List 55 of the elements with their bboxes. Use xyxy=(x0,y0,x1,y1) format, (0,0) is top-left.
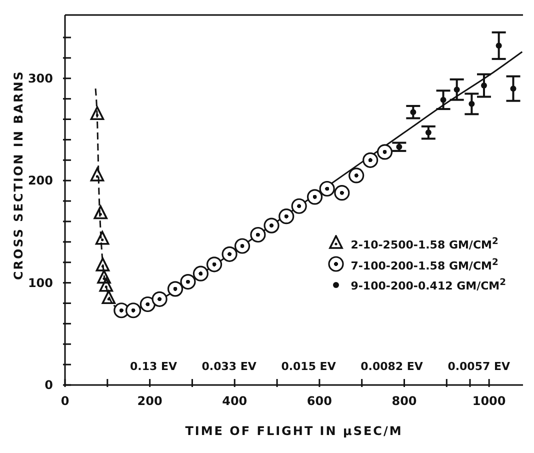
point xyxy=(291,198,307,214)
legend-label: 7-100-200-1.58 GM/CM$^{2}$ xyxy=(350,256,498,274)
point xyxy=(167,281,184,297)
point xyxy=(496,42,502,49)
point xyxy=(96,258,110,272)
x-tick-label: 400 xyxy=(222,394,248,408)
point xyxy=(180,274,196,290)
x-axis-title: TIME OF FLIGHT IN μSEC/M xyxy=(185,424,403,438)
point xyxy=(90,106,104,120)
point xyxy=(90,168,104,182)
point xyxy=(192,266,209,282)
point xyxy=(425,130,432,136)
point xyxy=(234,238,250,254)
point xyxy=(94,205,108,220)
point xyxy=(348,168,364,184)
point xyxy=(306,189,323,205)
point xyxy=(468,100,475,107)
point xyxy=(222,246,238,262)
point xyxy=(334,185,350,201)
point xyxy=(102,290,116,304)
annotation: 0.13 EV xyxy=(130,360,177,373)
point xyxy=(264,218,280,234)
point xyxy=(410,109,416,116)
point xyxy=(125,302,142,318)
point xyxy=(362,152,378,168)
point xyxy=(152,291,168,307)
point xyxy=(250,226,266,243)
y-tick-label: 200 xyxy=(28,174,53,188)
point xyxy=(510,86,516,92)
point xyxy=(319,180,335,197)
x-tick-label: 0 xyxy=(60,394,70,408)
point xyxy=(140,296,156,312)
point xyxy=(480,82,487,89)
point xyxy=(97,270,111,284)
annotation: 0.033 EV xyxy=(202,360,256,373)
x-tick-label: 800 xyxy=(392,394,417,408)
x-tick-label: 600 xyxy=(306,394,332,408)
y-tick-label: 0 xyxy=(44,378,53,392)
point xyxy=(206,256,222,272)
annotation: 0.0082 EV xyxy=(360,360,423,373)
point xyxy=(454,86,460,93)
legend-label: 9-100-200-0.412 GM/CM$^{2}$ xyxy=(350,276,506,295)
point xyxy=(376,144,393,160)
annotation: 0.015 EV xyxy=(281,360,336,373)
point xyxy=(278,208,294,224)
x-tick-label: 1000 xyxy=(472,394,506,408)
annotation: 0.0057 EV xyxy=(448,360,510,373)
y-tick-label: 100 xyxy=(28,276,53,290)
legend-label: 2-10-2500-1.58 GM/CM$^{2}$ xyxy=(350,235,498,254)
point xyxy=(95,230,110,245)
point xyxy=(99,278,114,292)
x-tick-label: 200 xyxy=(137,394,162,408)
y-axis-title: CROSS SECTION IN BARNS xyxy=(11,70,26,280)
y-tick-label: 300 xyxy=(28,71,53,86)
point xyxy=(440,96,446,103)
